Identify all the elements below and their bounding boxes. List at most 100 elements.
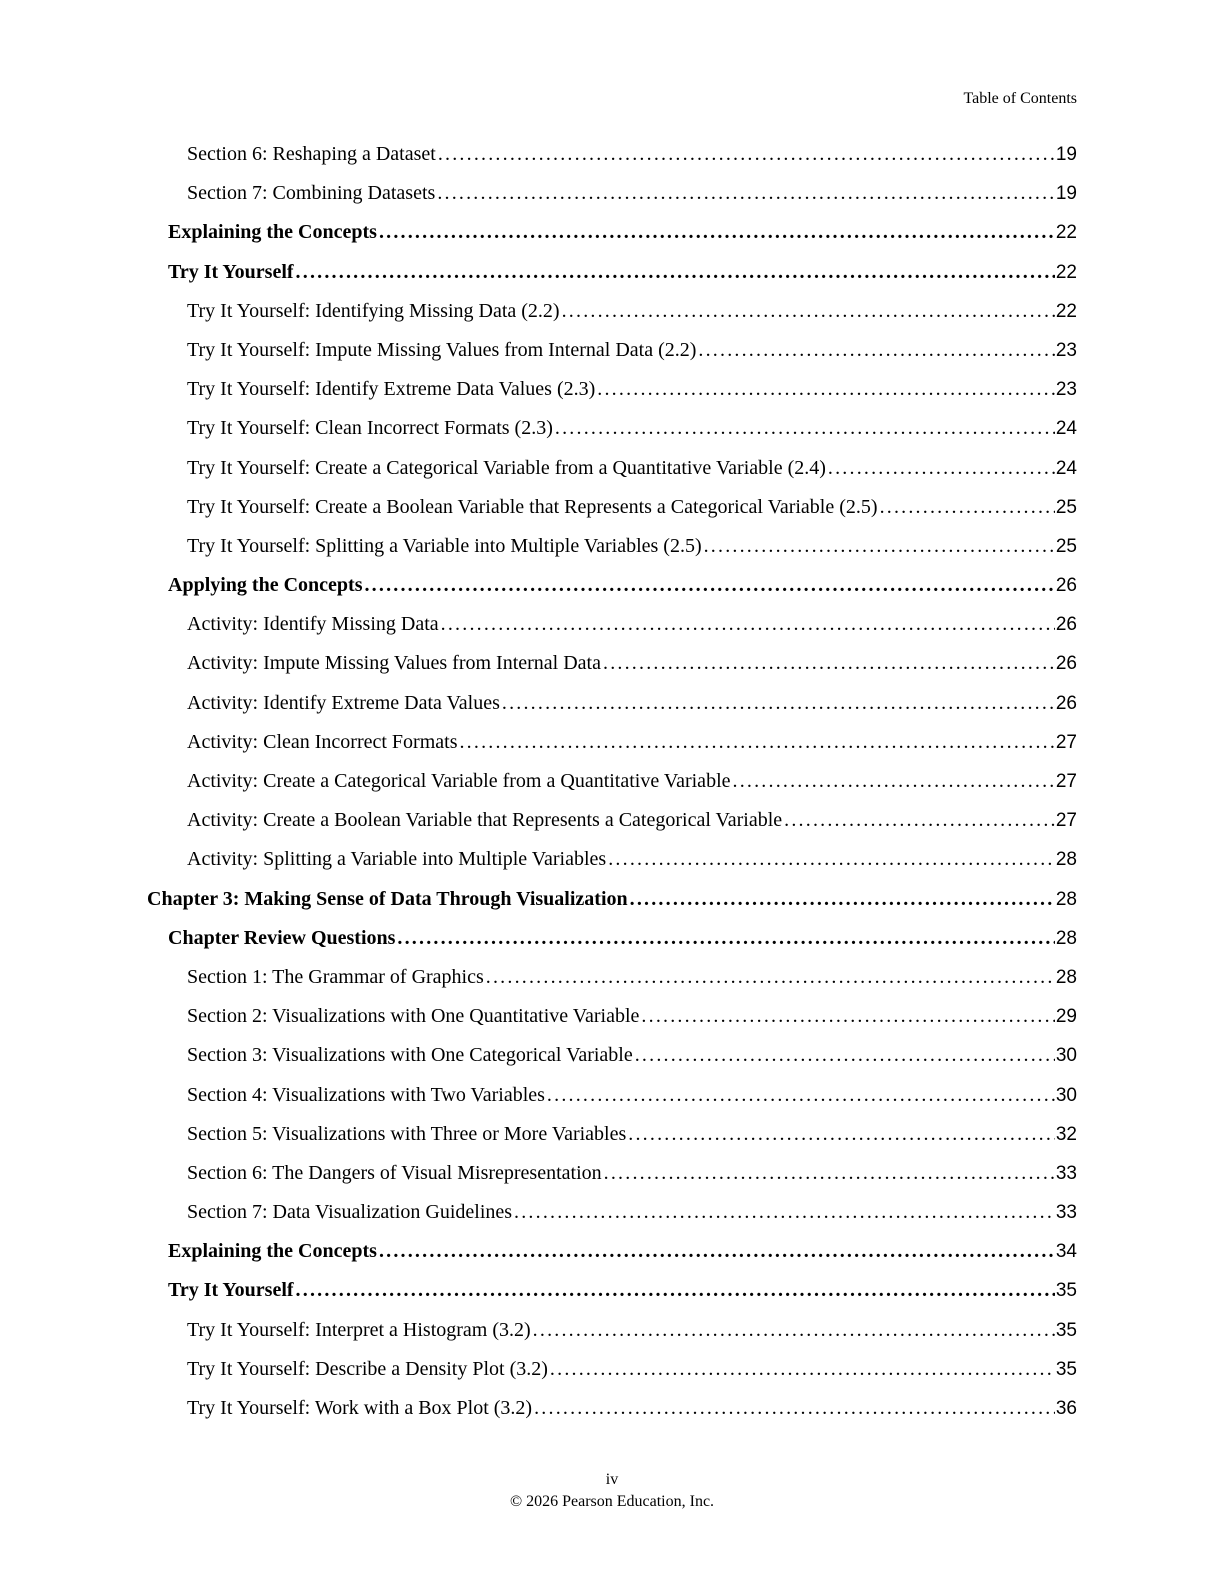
toc-entry[interactable]: Section 7: Data Visualization Guidelines… (147, 1193, 1077, 1232)
toc-entry-page-number: 35 (1055, 1358, 1077, 1380)
toc-entry-title: Try It Yourself: Work with a Box Plot (3… (187, 1397, 533, 1419)
toc-entry-title: Section 3: Visualizations with One Categ… (187, 1044, 633, 1067)
toc-entry-title: Try It Yourself: Clean Incorrect Formats… (187, 417, 553, 440)
toc-entry-page-number: 30 (1055, 1045, 1077, 1067)
toc-entry-page-number: 28 (1055, 849, 1077, 871)
toc-leader-dots (512, 1193, 1055, 1232)
toc-leader-dots (878, 488, 1055, 527)
toc-entry[interactable]: Try It Yourself: Create a Categorical Va… (147, 449, 1077, 488)
toc-leader-dots (531, 1311, 1055, 1350)
toc-entry[interactable]: Try It Yourself: Impute Missing Values f… (147, 331, 1077, 370)
toc-leader-dots (560, 292, 1055, 331)
toc-entry[interactable]: Try It Yourself 22 (147, 253, 1077, 292)
footer-page-number: iv (605, 1471, 619, 1488)
toc-leader-dots (595, 370, 1055, 409)
toc-entry-title: Activity: Identify Missing Data (187, 613, 439, 636)
toc-entry-page-number: 26 (1055, 692, 1077, 714)
footer-copyright: © 2026 Pearson Education, Inc. (509, 1493, 715, 1510)
toc-entry[interactable]: Try It Yourself: Describe a Density Plot… (147, 1350, 1077, 1389)
toc-leader-dots (702, 527, 1055, 566)
toc-entry[interactable]: Explaining the Concepts 34 (147, 1232, 1077, 1271)
toc-entry[interactable]: Section 4: Visualizations with Two Varia… (147, 1076, 1077, 1115)
toc-entry-title: Activity: Create a Boolean Variable that… (187, 809, 783, 832)
toc-leader-dots (628, 880, 1055, 919)
toc-leader-dots (696, 331, 1054, 370)
toc-entry-title: Activity: Identify Extreme Data Values (187, 691, 500, 714)
toc-leader-dots (377, 1232, 1055, 1271)
toc-entry-title: Section 6: Reshaping a Dataset (187, 143, 436, 165)
toc-entry[interactable]: Activity: Create a Categorical Variable … (147, 762, 1077, 801)
toc-entry[interactable]: Activity: Splitting a Variable into Mult… (147, 840, 1077, 879)
toc-entry[interactable]: Section 6: The Dangers of Visual Misrepr… (147, 1154, 1077, 1193)
toc-entry-title: Chapter Review Questions (168, 926, 396, 949)
toc-entry-title: Activity: Splitting a Variable into Mult… (187, 848, 607, 871)
toc-entry[interactable]: Chapter 3: Making Sense of Data Through … (147, 880, 1077, 919)
toc-leader-dots (362, 566, 1054, 605)
toc-entry[interactable]: Activity: Create a Boolean Variable that… (147, 801, 1077, 840)
toc-leader-dots (532, 1389, 1055, 1428)
toc-entry-title: Activity: Clean Incorrect Formats (187, 730, 458, 753)
toc-entry[interactable]: Try It Yourself: Create a Boolean Variab… (147, 488, 1077, 527)
toc-entry-title: Activity: Impute Missing Values from Int… (187, 652, 601, 675)
page-header-title: Table of Contents (963, 90, 1077, 107)
toc-entry-title: Try It Yourself: Identify Extreme Data V… (187, 378, 596, 401)
toc-entry-title: Try It Yourself: Splitting a Variable in… (187, 534, 702, 557)
toc-leader-dots (395, 919, 1054, 958)
toc-entry[interactable]: Section 3: Visualizations with One Categ… (147, 1036, 1077, 1075)
toc-entry-title: Activity: Create a Categorical Variable … (187, 770, 731, 792)
toc-entry-page-number: 25 (1055, 496, 1077, 518)
toc-entry-page-number: 22 (1055, 261, 1077, 283)
toc-entry-title: Explaining the Concepts (168, 221, 377, 244)
toc-entry[interactable]: Try It Yourself: Splitting a Variable in… (147, 527, 1077, 566)
toc-entry-page-number: 30 (1055, 1084, 1077, 1106)
toc-entry-title: Try It Yourself: Impute Missing Values f… (187, 338, 697, 361)
toc-entry-page-number: 26 (1055, 575, 1077, 597)
toc-entry[interactable]: Try It Yourself: Identifying Missing Dat… (147, 292, 1077, 331)
toc-entry[interactable]: Section 1: The Grammar of Graphics 28 (147, 958, 1077, 997)
toc-entry[interactable]: Activity: Identify Extreme Data Values 26 (147, 684, 1077, 723)
toc-entry-title: Section 5: Visualizations with Three or … (187, 1122, 627, 1145)
toc-entry-title: Try It Yourself (168, 1279, 294, 1302)
toc-leader-dots (639, 997, 1054, 1036)
toc-entry-page-number: 27 (1055, 810, 1077, 832)
toc-entry[interactable]: Activity: Identify Missing Data 26 (147, 605, 1077, 644)
toc-entry[interactable]: Chapter Review Questions 28 (147, 919, 1077, 958)
toc-entry-title: Try It Yourself: Describe a Density Plot… (187, 1357, 548, 1380)
toc-entry[interactable]: Try It Yourself: Work with a Box Plot (3… (147, 1389, 1077, 1428)
toc-entry[interactable]: Applying the Concepts 26 (147, 566, 1077, 605)
toc-entry[interactable]: Try It Yourself: Clean Incorrect Formats… (147, 409, 1077, 448)
toc-entry-title: Section 6: The Dangers of Visual Misrepr… (187, 1161, 602, 1184)
toc-leader-dots (484, 958, 1055, 997)
toc-leader-dots (500, 684, 1055, 723)
toc-entry-title: Try It Yourself: Interpret a Histogram (… (187, 1318, 531, 1341)
toc-entry-page-number: 24 (1055, 457, 1077, 479)
toc-entry-page-number: 33 (1055, 1162, 1077, 1184)
toc-entry-page-number: 33 (1055, 1202, 1077, 1224)
toc-leader-dots (553, 409, 1055, 448)
toc-entry-title: Chapter 3: Making Sense of Data Through … (147, 887, 628, 910)
toc-entry[interactable]: Section 7: Combining Datasets 19 (147, 174, 1077, 213)
toc-entry[interactable]: Explaining the Concepts 22 (147, 213, 1077, 252)
toc-entry-page-number: 28 (1055, 966, 1077, 988)
toc-leader-dots (626, 1115, 1055, 1154)
toc-entry[interactable]: Activity: Clean Incorrect Formats 27 (147, 723, 1077, 762)
table-of-contents: Section 6: Reshaping a Dataset19Section … (147, 135, 1077, 1428)
toc-entry[interactable]: Try It Yourself 35 (147, 1271, 1077, 1310)
toc-entry[interactable]: Section 6: Reshaping a Dataset 19 (147, 135, 1077, 174)
toc-leader-dots (633, 1036, 1055, 1075)
toc-entry-title: Explaining the Concepts (168, 1240, 377, 1263)
toc-entry-title: Section 2: Visualizations with One Quant… (187, 1005, 640, 1028)
toc-leader-dots (826, 449, 1055, 488)
toc-entry-page-number: 36 (1055, 1398, 1077, 1419)
toc-entry-page-number: 26 (1055, 614, 1077, 636)
toc-entry-title: Section 7: Data Visualization Guidelines (187, 1201, 513, 1224)
toc-entry-page-number: 26 (1055, 653, 1077, 675)
toc-entry[interactable]: Section 5: Visualizations with Three or … (147, 1115, 1077, 1154)
toc-entry-title: Try It Yourself: Create a Boolean Variab… (187, 495, 878, 518)
toc-entry[interactable]: Try It Yourself: Interpret a Histogram (… (147, 1311, 1077, 1350)
toc-entry[interactable]: Activity: Impute Missing Values from Int… (147, 644, 1077, 683)
toc-entry[interactable]: Section 2: Visualizations with One Quant… (147, 997, 1077, 1036)
toc-leader-dots (602, 1154, 1055, 1193)
toc-entry[interactable]: Try It Yourself: Identify Extreme Data V… (147, 370, 1077, 409)
toc-entry-page-number: 23 (1055, 339, 1077, 361)
